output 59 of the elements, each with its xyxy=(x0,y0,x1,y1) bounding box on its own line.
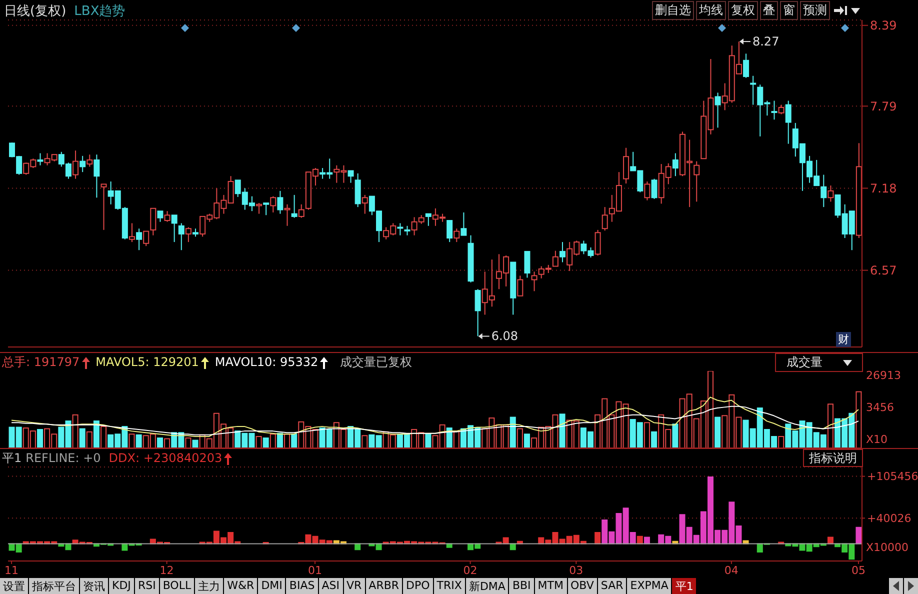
text: KDJ xyxy=(109,578,134,594)
text: 主力 xyxy=(195,578,224,594)
text: VR xyxy=(344,578,365,594)
text: DMI xyxy=(258,578,286,594)
annotation: 6.08 xyxy=(491,329,518,344)
text: 窗 xyxy=(780,1,798,20)
text: 指标说明 xyxy=(803,449,863,467)
y-tick-label: +40026 xyxy=(867,512,912,526)
text: 3456 xyxy=(866,401,894,414)
text: SAR xyxy=(598,578,626,594)
x-tick-label: 04 xyxy=(724,564,738,577)
y-tick-label: 7.18 xyxy=(870,181,897,196)
text: MTM xyxy=(534,578,566,594)
text: 资讯 xyxy=(80,578,108,594)
text: OBV xyxy=(568,578,597,594)
text: BOLL xyxy=(160,578,194,594)
text: 设置 xyxy=(0,578,28,594)
x-tick-label: 11 xyxy=(4,564,19,577)
annotation: 8.27 xyxy=(752,34,780,49)
y-tick-label: 8.39 xyxy=(870,18,897,33)
ref-line-label: REFLINE: +0 xyxy=(26,451,101,465)
text: 平1 xyxy=(672,578,696,594)
text: ARBR xyxy=(366,578,402,594)
text: 删自选 xyxy=(652,1,694,20)
y-tick-label: +105456 xyxy=(867,470,918,484)
legend-label: MAVOL10: 95332 xyxy=(214,355,318,369)
text: 复权 xyxy=(728,1,758,20)
text: X10000 xyxy=(866,541,909,554)
text: BBI xyxy=(509,578,534,594)
text: EXPMA xyxy=(627,578,672,594)
text: 均线 xyxy=(696,1,726,20)
x-tick-label: 05 xyxy=(851,564,866,577)
legend-label: DDX: +230840203 xyxy=(108,451,222,465)
text: RSI xyxy=(134,578,159,594)
text: DPO xyxy=(403,578,433,594)
annotation: 财 xyxy=(836,332,851,347)
text: X10 xyxy=(866,433,888,446)
legend-label: 总手: 191797 xyxy=(2,355,80,369)
legend-label: MAVOL5: 129201 xyxy=(96,355,199,369)
x-tick-label: 02 xyxy=(463,564,478,577)
x-tick-label: 12 xyxy=(160,564,174,577)
text: 指标平台 xyxy=(29,578,79,594)
chart-title: 平1 xyxy=(2,451,22,465)
text: BIAS xyxy=(286,578,318,594)
text: W&R xyxy=(224,578,258,594)
y-tick-label: 6.57 xyxy=(870,264,897,278)
x-tick-label: 03 xyxy=(569,564,584,577)
text: 成交量已复权 xyxy=(340,355,412,369)
text: 成交量 xyxy=(786,354,822,371)
text: 预测 xyxy=(800,1,830,20)
chart-title: 日线(复权) xyxy=(4,4,66,19)
chart-subtitle: LBX趋势 xyxy=(74,4,126,19)
text: TRIX xyxy=(434,578,465,594)
y-tick-label: 7.79 xyxy=(870,99,897,114)
text: ASI xyxy=(318,578,342,594)
text: 新DMA xyxy=(466,578,508,594)
x-tick-label: 01 xyxy=(308,564,322,577)
text: 26913 xyxy=(866,369,901,382)
text: 叠 xyxy=(760,1,778,20)
